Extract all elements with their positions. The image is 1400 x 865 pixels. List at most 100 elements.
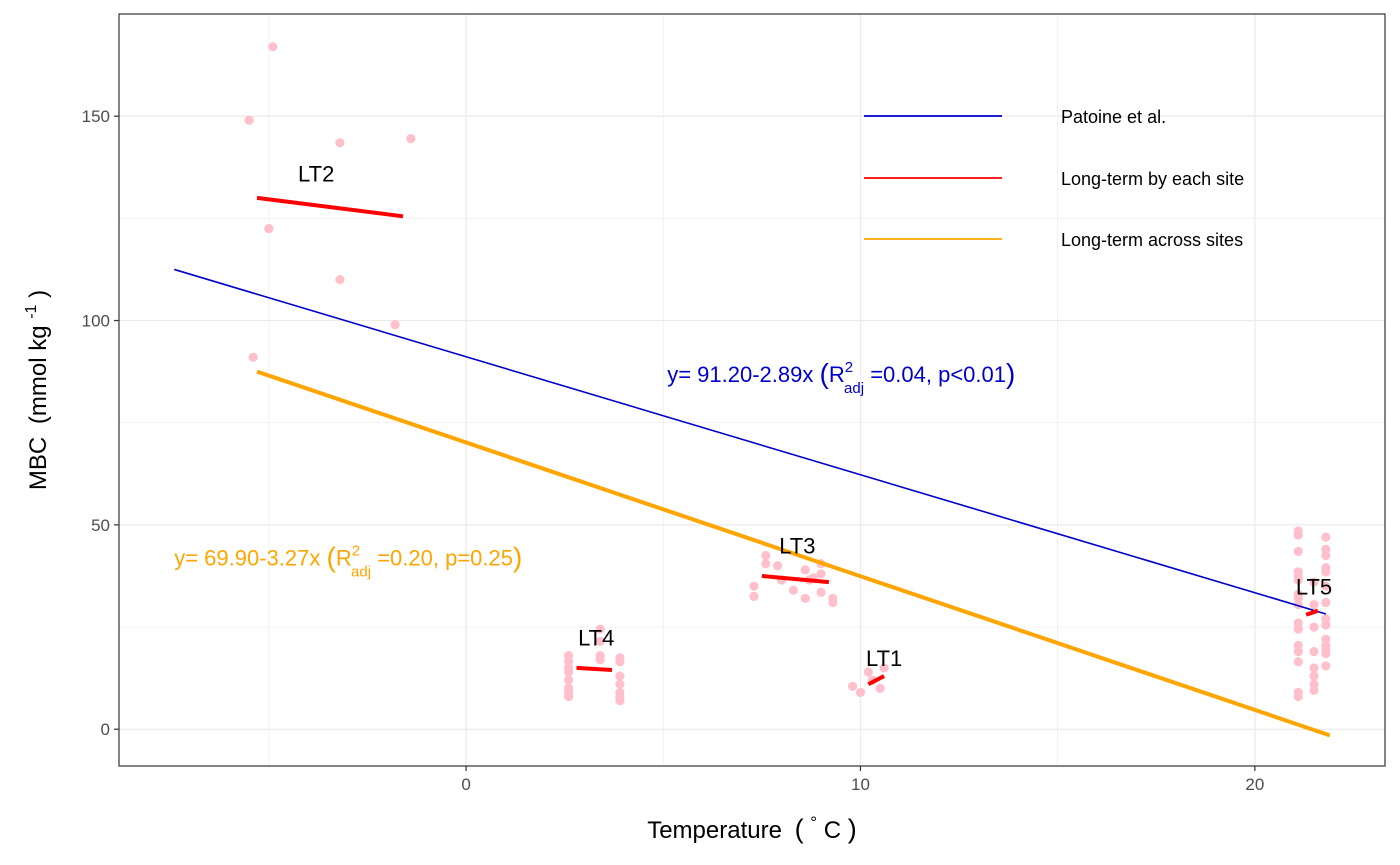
x-axis-ticks: 0 10 20 <box>461 766 1264 794</box>
equation-paren-open: ( <box>326 542 336 573</box>
data-point <box>264 223 274 234</box>
equation-superscript: 2 <box>352 543 360 560</box>
site-line-lt4 <box>576 665 613 672</box>
equation-text: y= 69.90-3.27x <box>174 546 326 571</box>
data-point <box>615 679 625 689</box>
regression-lines <box>173 268 1331 738</box>
x-tick-label: 10 <box>851 775 870 794</box>
data-point <box>1309 599 1319 610</box>
equation-annotations: y= 91.20-2.89x (R2 adj =0.04, p<0.01)y= 6… <box>174 358 1015 581</box>
x-axis-title: Temperature ( ° C ) <box>647 807 857 844</box>
data-point <box>1321 620 1331 630</box>
data-point <box>335 138 345 148</box>
data-point <box>595 636 605 646</box>
equation-paren-close: ) <box>1006 358 1015 389</box>
data-point <box>244 115 254 125</box>
data-point <box>1309 663 1319 673</box>
data-point <box>615 671 625 681</box>
equation-paren-open: ( <box>819 358 829 389</box>
data-point <box>761 559 771 569</box>
equation-r: R <box>829 362 845 387</box>
data-point <box>875 683 885 693</box>
y-tick-label: 150 <box>82 107 110 126</box>
data-point <box>816 569 826 579</box>
data-point <box>828 597 838 608</box>
data-point <box>773 561 783 571</box>
regression-line-patoine <box>173 268 1327 615</box>
data-point <box>615 696 625 706</box>
y-axis-title: MBC (mmol kg -1 ) <box>15 290 52 490</box>
y-axis-title-exponent: -1 <box>23 304 40 318</box>
data-point <box>1293 691 1303 702</box>
data-point <box>1321 550 1331 561</box>
x-axis-title-paren-open: ( <box>795 814 804 844</box>
site-label-lt2: LT2 <box>298 162 334 187</box>
data-point <box>1309 671 1319 681</box>
data-point <box>749 581 759 591</box>
y-axis-ticks: 0 50 100 150 <box>82 107 119 739</box>
x-axis-title-main: Temperature <box>647 817 782 844</box>
legend-label-by-site: Long-term by each site <box>1061 169 1244 189</box>
equation-subscript: adj <box>351 564 371 581</box>
data-point <box>595 655 605 665</box>
data-point <box>816 587 826 597</box>
equation-stats: =0.20, p=0.25 <box>371 546 513 571</box>
data-point <box>1321 649 1331 659</box>
data-point <box>1293 657 1303 667</box>
equation-paren-close: ) <box>513 542 522 573</box>
site-line-lt5 <box>1305 608 1319 617</box>
y-axis-title-close: ) <box>25 290 52 298</box>
data-point <box>564 691 574 702</box>
equation-superscript: 2 <box>845 359 853 376</box>
x-tick-label: 0 <box>461 775 470 794</box>
site-labels: LT2 LT3 LT4 LT1 LT5 <box>298 162 1332 671</box>
data-point <box>564 667 574 677</box>
data-points <box>244 42 1331 706</box>
equation-text: y= 91.20-2.89x <box>667 362 819 387</box>
data-point <box>761 550 771 561</box>
data-point <box>248 352 258 362</box>
data-point <box>1309 646 1319 657</box>
plot-panel-frame <box>118 13 1386 767</box>
data-point <box>1293 575 1303 585</box>
equation-r: R <box>336 546 352 571</box>
data-point <box>1293 646 1303 657</box>
data-point <box>879 663 889 673</box>
data-point <box>1321 567 1331 577</box>
site-regression-lines <box>256 195 1319 687</box>
data-point <box>1321 661 1331 671</box>
y-axis-title-unit: (mmol kg <box>25 325 52 424</box>
data-point <box>335 275 345 285</box>
data-point <box>1309 577 1319 587</box>
site-label-lt3: LT3 <box>779 533 815 558</box>
data-point <box>268 42 278 52</box>
grid <box>119 14 1385 766</box>
x-axis-title-unit: C <box>824 817 841 844</box>
site-line-lt3 <box>761 573 830 585</box>
data-point <box>1293 624 1303 634</box>
data-point <box>1321 581 1331 591</box>
site-line-lt2 <box>256 195 404 219</box>
data-point <box>749 591 759 601</box>
data-point <box>595 624 605 634</box>
data-point <box>847 681 858 691</box>
x-axis-title-paren-close: ) <box>848 814 857 844</box>
equation-across-sites: y= 69.90-3.27x (R2 adj =0.20, p=0.25) <box>174 542 522 581</box>
data-point <box>800 565 810 575</box>
data-point <box>390 320 400 330</box>
site-label-lt5: LT5 <box>1296 574 1332 599</box>
data-point <box>1309 685 1319 695</box>
data-point <box>1293 530 1303 540</box>
data-point <box>615 657 625 667</box>
site-label-lt1: LT1 <box>866 646 902 671</box>
data-point <box>564 675 574 685</box>
data-point <box>1321 597 1331 608</box>
data-point <box>406 134 416 144</box>
x-axis-title-degree: ° <box>810 813 817 832</box>
equation-subscript: adj <box>844 380 864 397</box>
equation-stats: =0.04, p<0.01 <box>864 362 1006 387</box>
y-axis-title-main: MBC <box>25 437 52 490</box>
legend-label-patoine: Patoine et al. <box>1061 107 1166 127</box>
legend-label-across-sites: Long-term across sites <box>1061 230 1243 250</box>
